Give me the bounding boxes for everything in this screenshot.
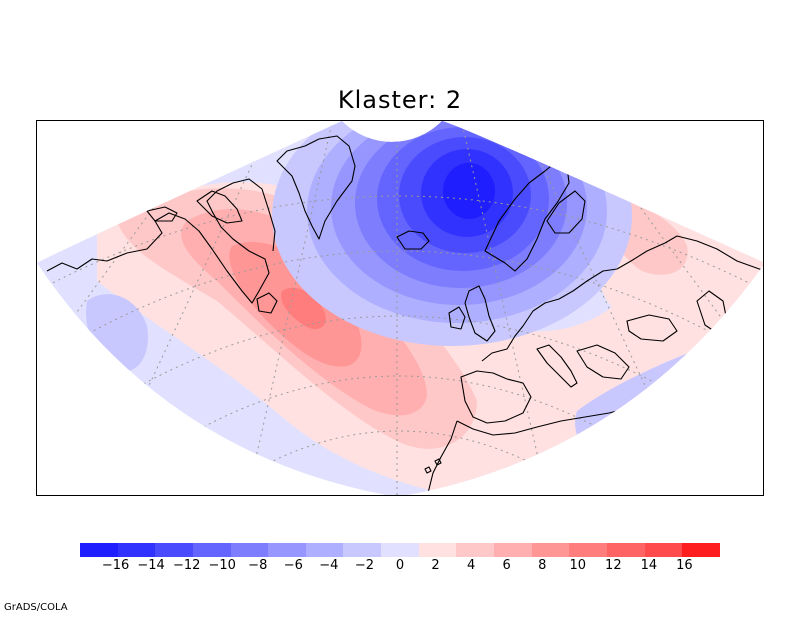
iceland-coast <box>396 230 430 250</box>
colorbar-tick-label: −16 <box>101 558 130 573</box>
colorbar-tick-label: 8 <box>538 558 547 573</box>
colorbar-tick-label: −4 <box>319 558 339 573</box>
colorbar-swatch <box>155 543 193 557</box>
field-level-neg16 <box>443 163 495 219</box>
anomaly-map <box>37 121 763 495</box>
colorbar-tick-label: 4 <box>466 558 476 573</box>
colorbar-swatch <box>644 543 683 557</box>
colorbar-tick-label: 10 <box>569 558 587 573</box>
credit-label: GrADS/COLA <box>4 602 68 613</box>
filled-contours <box>37 121 763 495</box>
finland-coast <box>546 190 586 234</box>
colorbar-tick-label: −10 <box>208 558 236 573</box>
colorbar-swatch <box>456 543 495 557</box>
greenland-coast <box>276 135 356 240</box>
colorbar-swatch <box>569 543 607 557</box>
colorbar-swatch <box>606 543 645 557</box>
colorbar-labels: −16 −14 −12 −10 −8 −6 −4 −2 0 2 4 6 8 10 12 14 16 <box>80 558 720 576</box>
colorbar-tick-label: −14 <box>137 558 165 573</box>
colorbar-swatch <box>682 543 720 557</box>
colorbar-swatch <box>531 543 570 557</box>
colorbar-swatch <box>418 543 457 557</box>
colorbar-tick-label: 0 <box>395 558 405 573</box>
colorbar <box>80 543 720 557</box>
colorbar-swatch <box>268 543 306 557</box>
colorbar-tick-label: −6 <box>283 558 303 573</box>
colorbar-swatch <box>305 543 344 557</box>
colorbar-tick-label: −2 <box>354 558 375 573</box>
colorbar-swatch <box>494 543 532 557</box>
colorbar-tick-label: 6 <box>502 558 511 573</box>
scandinavia-coast <box>484 160 570 272</box>
field-level-pos10 <box>281 287 326 330</box>
colorbar-tick-label: 16 <box>676 558 693 573</box>
arctic-islands <box>146 206 178 222</box>
great-britain-coast <box>464 285 496 342</box>
italy-coast <box>536 344 578 388</box>
europe-coast <box>481 235 763 362</box>
newfoundland <box>256 292 278 314</box>
iberia-coast <box>460 370 532 424</box>
map-frame <box>36 120 764 496</box>
colorbar-swatch <box>80 543 118 557</box>
colorbar-tick-label: 14 <box>640 558 658 573</box>
black-sea-coast <box>626 314 678 342</box>
colorbar-swatch <box>381 543 419 557</box>
colorbar-swatch <box>192 543 231 557</box>
canary-islands <box>424 458 442 474</box>
balkans-coast <box>576 344 630 380</box>
ireland-coast <box>448 306 466 330</box>
colorbar-swatch <box>117 543 156 557</box>
colorbar-tick-label: 12 <box>605 558 622 573</box>
colorbar-tick-label: −12 <box>172 558 201 573</box>
colorbar-swatch <box>230 543 269 557</box>
north-america-coast <box>46 178 276 304</box>
map-title: Klaster: 2 <box>337 86 463 114</box>
colorbar-tick-label: −8 <box>248 558 268 573</box>
colorbar-swatch <box>343 543 382 557</box>
baffin-island <box>196 190 243 224</box>
colorbar-tick-label: 2 <box>431 558 440 573</box>
